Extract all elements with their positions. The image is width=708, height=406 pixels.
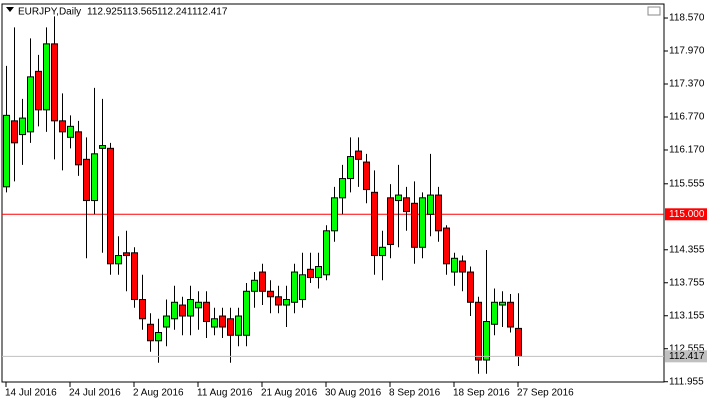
candle-body	[131, 252, 138, 301]
candle-body	[19, 117, 26, 136]
candle-body	[43, 43, 50, 111]
y-tick-label: 117.970	[669, 46, 705, 57]
header-high: 113.565	[122, 7, 158, 18]
candle-body	[275, 296, 282, 306]
candle-body	[267, 290, 274, 298]
candle-body	[235, 315, 242, 336]
candle-body	[195, 301, 202, 309]
candle-body	[283, 299, 290, 306]
candle-body	[139, 299, 146, 320]
candle-body	[443, 227, 450, 265]
y-tick-label: 113.755	[669, 277, 705, 288]
y-tick-label: 112.555	[669, 343, 705, 354]
candle-body	[363, 161, 370, 191]
candle-body	[35, 70, 42, 111]
candle-body	[403, 197, 410, 213]
candle-body	[91, 153, 98, 202]
candle-body	[451, 257, 458, 273]
candle-body	[123, 252, 130, 257]
header-open: 112.925	[87, 7, 123, 18]
candle-body	[507, 301, 514, 328]
y-tick-label: 111.955	[669, 376, 704, 387]
menu-arrow[interactable]	[6, 7, 14, 12]
candle-body	[435, 194, 442, 232]
candle-body	[147, 323, 154, 342]
y-tick-label: 115.555	[669, 178, 705, 189]
candle-body	[155, 332, 162, 342]
candle-body	[331, 197, 338, 232]
candle-body	[171, 301, 178, 320]
x-tick-label: 18 Sep 2016	[453, 388, 510, 399]
current-price-label: 112.417	[669, 351, 705, 362]
y-tick-label: 116.770	[669, 112, 705, 123]
candle-body	[83, 158, 90, 202]
candle-body	[203, 301, 210, 323]
candle-body	[347, 156, 354, 180]
candle-body	[371, 191, 378, 257]
y-tick-label: 116.170	[669, 145, 705, 156]
candle-body	[499, 301, 506, 306]
x-tick-label: 24 Jul 2016	[69, 388, 121, 399]
candle-body	[259, 271, 266, 292]
current-price-box	[665, 350, 707, 363]
x-tick-label: 30 Aug 2016	[325, 388, 382, 399]
candle-body	[387, 197, 394, 246]
candle-body	[107, 147, 114, 265]
candle-body	[75, 131, 82, 166]
candle-body	[27, 76, 34, 133]
x-tick-label: 11 Aug 2016	[197, 388, 253, 399]
candle-body	[243, 290, 250, 336]
candle-body	[59, 120, 66, 133]
candle-body	[483, 321, 490, 361]
candle-body	[51, 43, 58, 122]
candle-body	[355, 150, 362, 160]
x-tick-label: 21 Aug 2016	[261, 388, 318, 399]
candle-body	[3, 114, 10, 188]
candle-body	[515, 327, 522, 357]
candle-body	[475, 301, 482, 361]
candle-body	[211, 318, 218, 328]
candle-body	[315, 266, 322, 279]
candle-body	[459, 260, 466, 273]
header-low: 112.241	[157, 7, 193, 18]
candle-body	[291, 271, 298, 303]
candle-body	[163, 315, 170, 328]
y-tick-label: 118.570	[669, 13, 705, 24]
candle-body	[307, 268, 314, 279]
y-tick-label: 113.155	[669, 310, 705, 321]
candle-body	[427, 194, 434, 215]
candle-body	[67, 125, 74, 138]
candle-body	[339, 178, 346, 199]
corner-icon[interactable]	[647, 6, 661, 16]
candle-body	[299, 274, 306, 301]
candle-body	[419, 197, 426, 248]
y-tick-label: 114.355	[669, 244, 705, 255]
candle-body	[379, 246, 386, 257]
x-tick-label: 27 Sep 2016	[517, 388, 574, 399]
candle-body	[99, 145, 106, 149]
candle-body	[179, 304, 186, 317]
candle-body	[467, 271, 474, 303]
candle-body	[115, 255, 122, 265]
candle-body	[491, 301, 498, 325]
candle-body	[251, 279, 258, 292]
x-tick-label: 2 Aug 2016	[133, 388, 184, 399]
candle-body	[323, 230, 330, 276]
x-tick-label: 8 Sep 2016	[389, 388, 441, 399]
x-tick-label: 14 Jul 2016	[5, 388, 57, 399]
header-close: 112.417	[192, 7, 228, 18]
candle-body	[411, 202, 418, 248]
plot-frame	[1, 3, 665, 383]
candle-body	[395, 194, 402, 202]
candle-body	[227, 318, 234, 336]
price-line-box	[665, 208, 707, 221]
y-tick-label: 117.370	[669, 79, 705, 90]
candle-body	[11, 120, 18, 144]
candle-body	[219, 315, 226, 328]
chart-title: EURJPY,Daily	[18, 7, 81, 18]
candle-body	[187, 299, 194, 317]
price-line-label: 115.000	[669, 209, 705, 220]
